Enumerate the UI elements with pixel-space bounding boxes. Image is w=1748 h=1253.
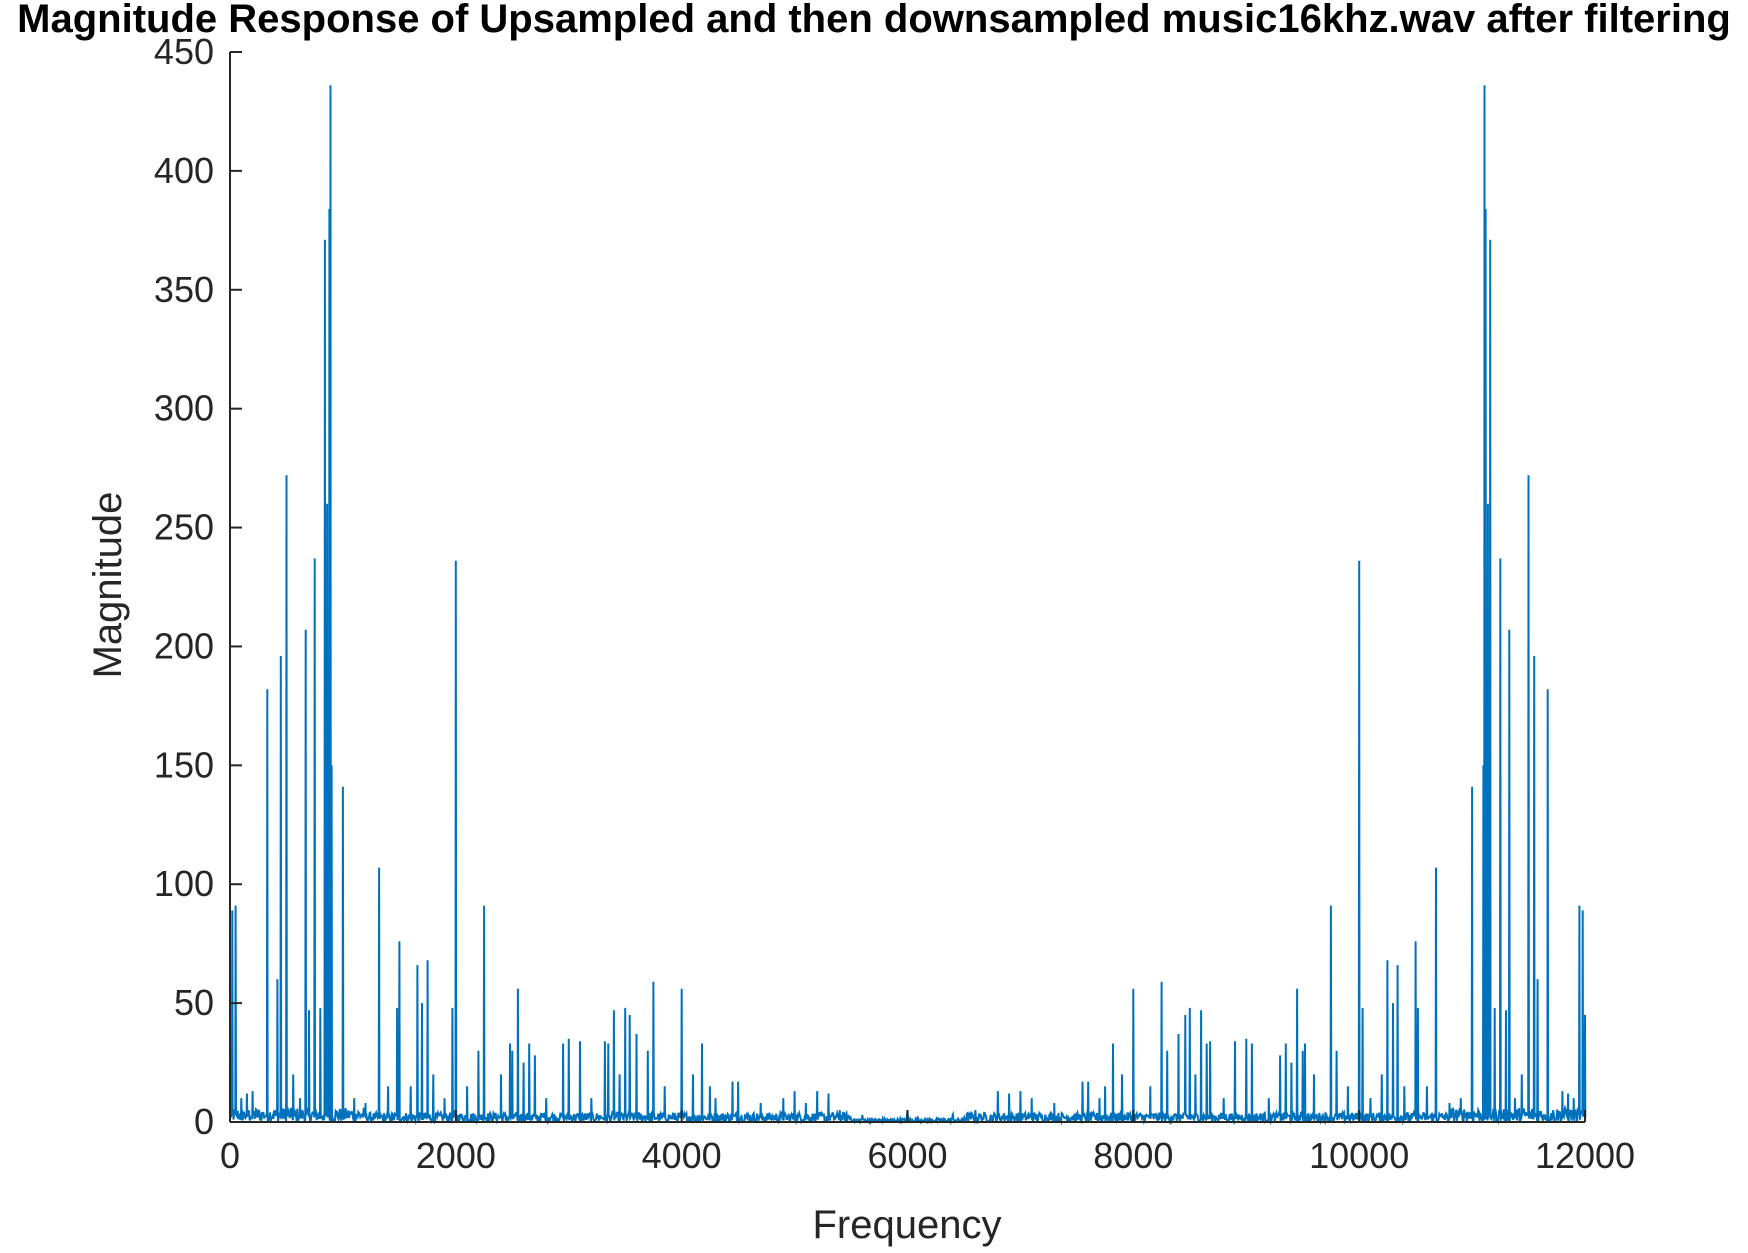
y-tick-label: 350: [154, 269, 214, 310]
y-tick-label: 300: [154, 388, 214, 429]
y-tick-label: 450: [154, 31, 214, 72]
y-tick-label: 400: [154, 150, 214, 191]
y-tick-label: 50: [174, 982, 214, 1023]
x-tick-label: 2000: [416, 1135, 496, 1176]
x-tick-label: 8000: [1093, 1135, 1173, 1176]
x-tick-label: 6000: [867, 1135, 947, 1176]
x-tick-label: 12000: [1535, 1135, 1635, 1176]
chart-title-group: Magnitude Response of Upsampled and then…: [17, 0, 1731, 41]
x-tick-label: 4000: [642, 1135, 722, 1176]
y-axis-label: Magnitude: [86, 492, 130, 679]
axes: 0 2000 4000 6000 8000 10000 12000 0 50 100 150 200 2…: [154, 31, 1635, 1176]
x-tick-label: 0: [220, 1135, 240, 1176]
y-tick-label: 0: [194, 1101, 214, 1142]
y-tick-label: 250: [154, 507, 214, 548]
x-axis-label: Frequency: [813, 1203, 1002, 1247]
y-tick-label: 150: [154, 744, 214, 785]
chart-title: Magnitude Response of Upsampled and then…: [17, 0, 1731, 41]
y-tick-label: 100: [154, 863, 214, 904]
x-tick-label: 10000: [1309, 1135, 1409, 1176]
y-tick-label: 200: [154, 625, 214, 666]
